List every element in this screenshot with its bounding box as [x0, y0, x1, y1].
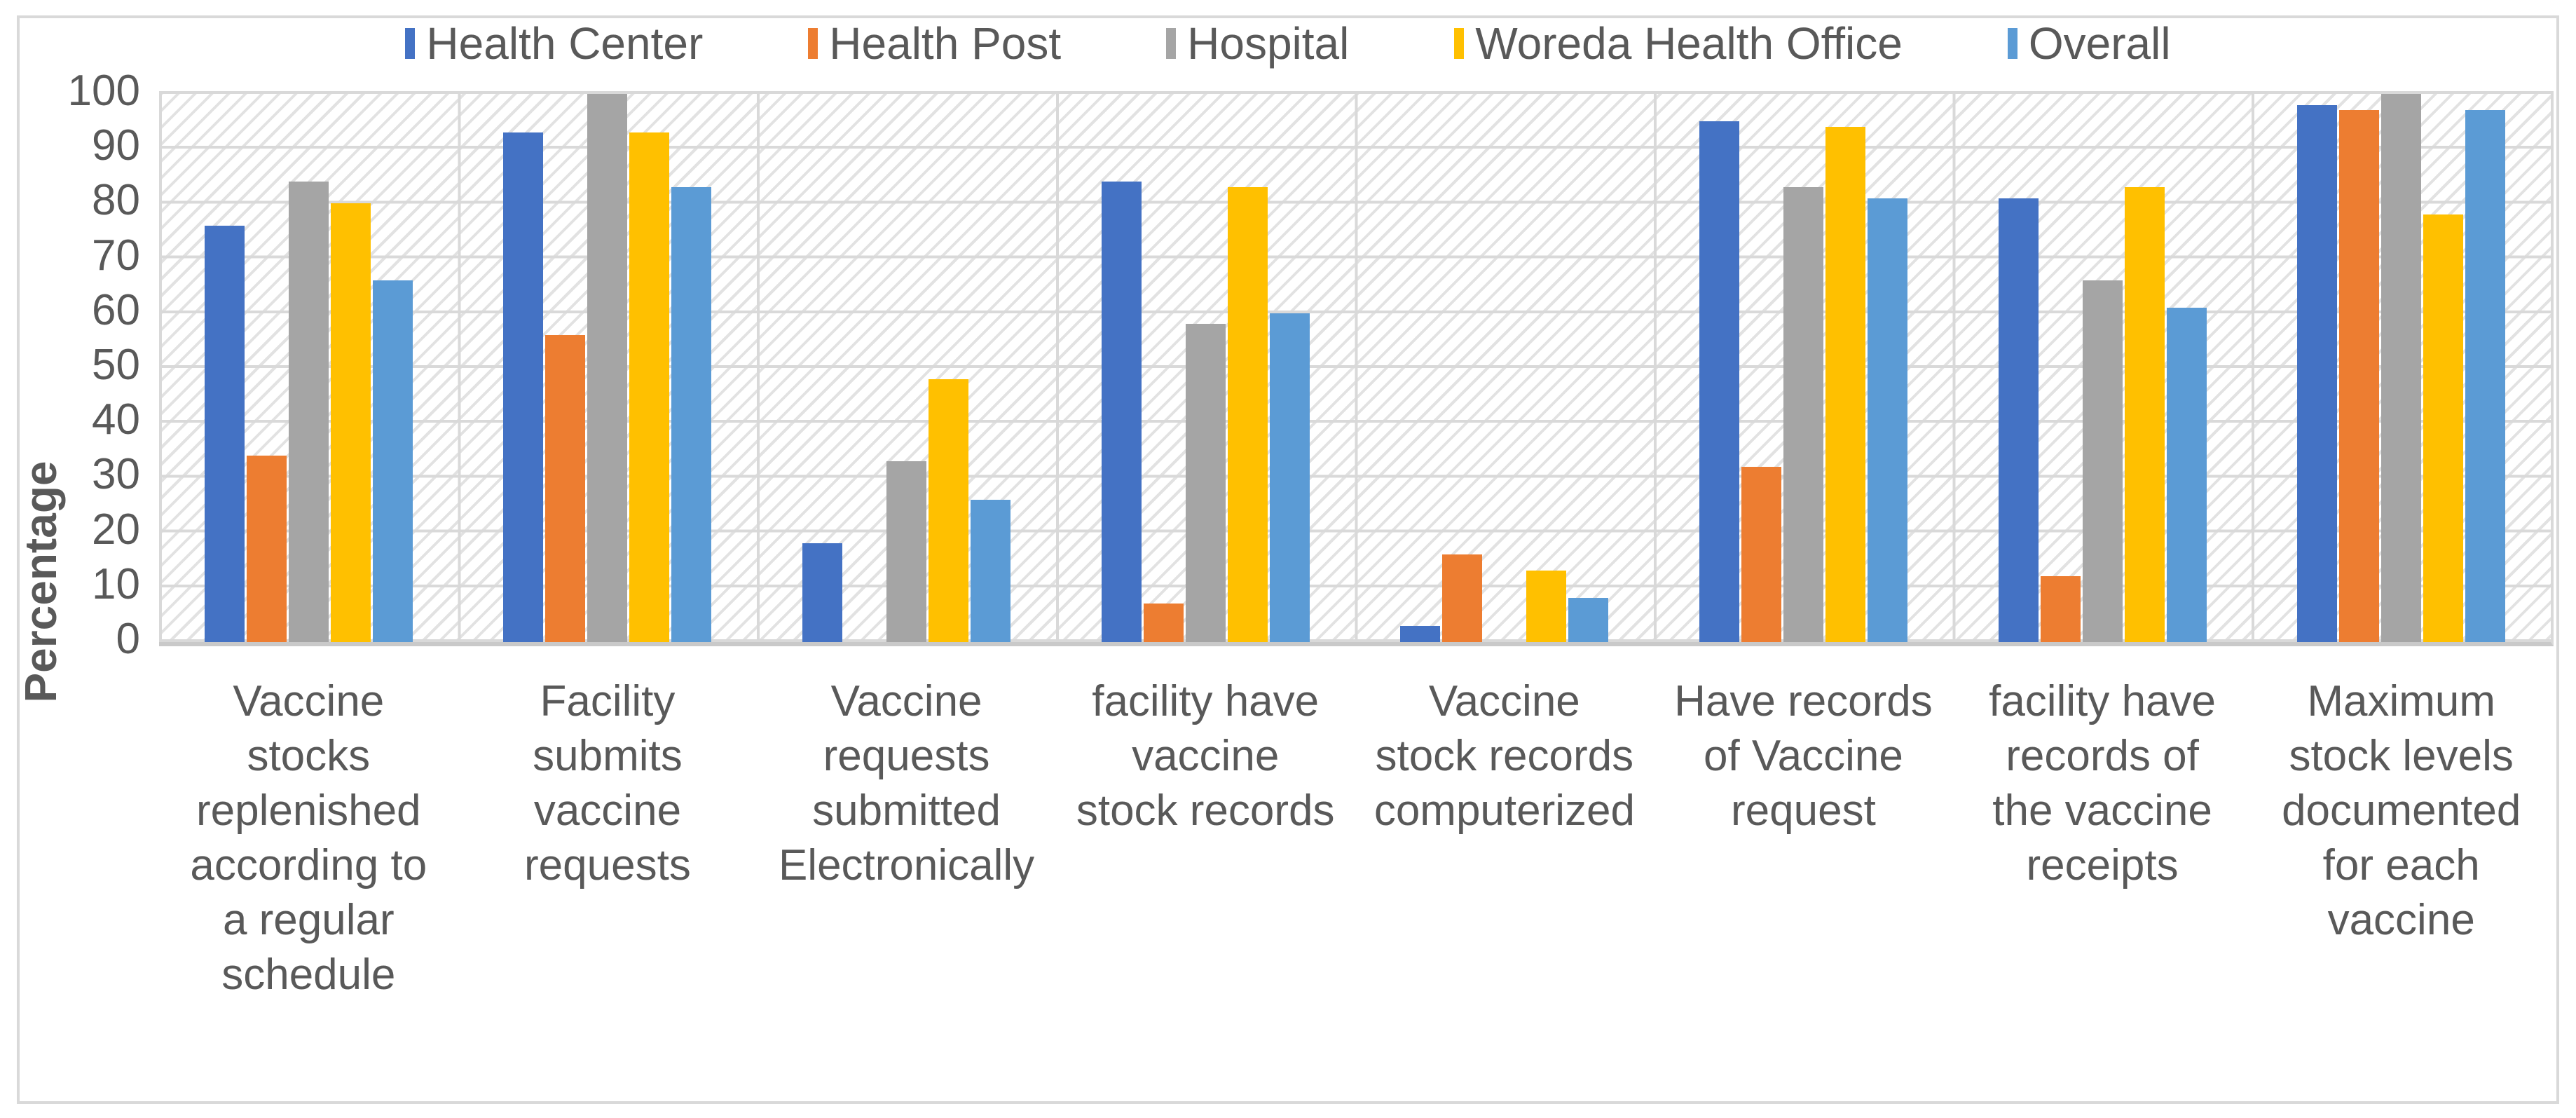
bar-health-post: [1442, 554, 1483, 642]
legend-item: Health Center: [405, 21, 703, 66]
bar-health-post: [2040, 576, 2081, 642]
bar-hospital: [886, 461, 927, 642]
bar-group: [1953, 94, 2252, 642]
category-label: facility have vaccine stock records: [1076, 677, 1335, 835]
bar-overall: [1568, 598, 1609, 642]
bar-health-center: [204, 225, 245, 642]
bar-overall: [372, 280, 413, 642]
y-axis-tick-label: 40: [92, 395, 140, 444]
legend-swatch-icon: [1454, 28, 1465, 59]
bar-health-center: [1998, 198, 2039, 642]
legend-item: Woreda Health Office: [1454, 21, 1903, 66]
bar-health-post: [1741, 466, 1781, 642]
bar-group: [1056, 94, 1355, 642]
legend-item: Overall: [2007, 18, 2171, 69]
legend: Health Center Health Post Hospital Woreda H…: [0, 21, 2576, 66]
bar-health-post: [2339, 110, 2380, 642]
bar-overall: [1867, 198, 1907, 642]
bar-hospital: [1185, 324, 1226, 642]
legend-swatch-icon: [2007, 28, 2017, 59]
category-label: Vaccine stocks replenished according to …: [190, 677, 427, 999]
bar-woreda-health-office: [2124, 186, 2165, 642]
legend-label: Overall: [2028, 18, 2171, 69]
y-axis-tick-label: 50: [92, 341, 140, 389]
bar-hospital: [587, 94, 628, 642]
category-label: Vaccine stock records computerized: [1373, 677, 1635, 835]
category-label: facility have records of the vaccine rec…: [1989, 677, 2217, 889]
bar-woreda-health-office: [2423, 214, 2464, 642]
legend-swatch-icon: [1166, 28, 1177, 59]
bar-group: [1355, 94, 1654, 642]
y-axis-tick-label: 20: [92, 505, 140, 554]
bar-woreda-health-office: [1825, 126, 1865, 642]
bar-overall: [1269, 313, 1310, 642]
legend-label: Health Center: [426, 18, 704, 69]
bar-overall: [2465, 110, 2506, 642]
bar-overall: [2166, 307, 2207, 642]
y-axis-tick-label: 100: [67, 67, 140, 115]
bar-group: [757, 94, 1056, 642]
bar-health-center: [1699, 121, 1739, 642]
legend-swatch-icon: [405, 28, 416, 59]
y-axis-tick-label: 10: [92, 559, 140, 608]
bar-group: [159, 94, 458, 642]
bar-hospital: [2082, 280, 2123, 642]
bar-health-post: [545, 335, 586, 642]
bar-group: [458, 94, 758, 642]
bar-woreda-health-office: [330, 203, 371, 642]
legend-label: Health Post: [829, 18, 1062, 69]
plot-area: [159, 91, 2554, 646]
y-axis-tick-label: 80: [92, 176, 140, 225]
category-label: Maximum stock levels documented for each…: [2282, 677, 2521, 944]
bar-woreda-health-office: [629, 132, 670, 642]
bar-woreda-health-office: [1526, 571, 1567, 642]
bar-health-center: [2297, 104, 2338, 642]
bar-hospital: [1783, 186, 1823, 642]
category-label: Vaccine requests submitted Electronicall…: [778, 677, 1035, 889]
legend-item: Health Post: [808, 21, 1061, 66]
bar-hospital: [2381, 94, 2422, 642]
bar-health-center: [802, 543, 843, 642]
category-label: Have records of Vaccine request: [1674, 677, 1933, 835]
y-axis-tick-label: 70: [92, 231, 140, 280]
category-label: Facility submits vaccine requests: [524, 677, 691, 889]
bar-group: [1654, 94, 1953, 642]
y-axis-tick-label: 90: [92, 121, 140, 170]
bar-health-center: [503, 132, 544, 642]
bar-woreda-health-office: [929, 379, 969, 642]
bar-overall: [671, 186, 712, 642]
bar-hospital: [288, 182, 329, 642]
bar-health-center: [1400, 625, 1441, 642]
bar-health-post: [1143, 604, 1184, 642]
bars-layer: [159, 94, 2551, 642]
y-axis-tick-label: 60: [92, 285, 140, 334]
legend-item: Hospital: [1166, 21, 1349, 66]
bar-woreda-health-office: [1227, 186, 1268, 642]
legend-label: Woreda Health Office: [1475, 18, 1903, 69]
bar-health-center: [1101, 182, 1142, 642]
y-axis-tick-label: 0: [116, 615, 140, 663]
bar-group: [2252, 94, 2551, 642]
bar-health-post: [246, 456, 287, 642]
legend-swatch-icon: [808, 28, 818, 59]
bar-overall: [971, 499, 1011, 642]
legend-label: Hospital: [1187, 18, 1350, 69]
x-axis-category-labels: Vaccine stocks replenished according to …: [159, 674, 2551, 1002]
y-axis-tick-label: 30: [92, 450, 140, 499]
